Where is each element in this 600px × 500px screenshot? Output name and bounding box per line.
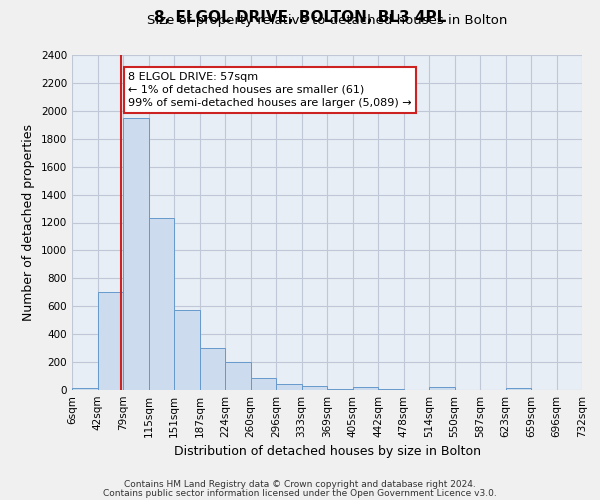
Bar	[149, 218, 174, 390]
Bar	[505, 388, 531, 390]
Bar	[174, 310, 199, 390]
Bar	[123, 118, 149, 390]
Bar	[276, 384, 302, 390]
Bar	[429, 387, 455, 390]
Bar	[378, 388, 404, 390]
Title: Size of property relative to detached houses in Bolton: Size of property relative to detached ho…	[147, 14, 507, 28]
Bar	[72, 388, 97, 390]
Bar	[97, 292, 123, 390]
Bar	[302, 386, 327, 390]
Y-axis label: Number of detached properties: Number of detached properties	[22, 124, 35, 321]
Text: 8, ELGOL DRIVE, BOLTON, BL3 4PL: 8, ELGOL DRIVE, BOLTON, BL3 4PL	[154, 10, 446, 25]
Text: 8 ELGOL DRIVE: 57sqm
← 1% of detached houses are smaller (61)
99% of semi-detach: 8 ELGOL DRIVE: 57sqm ← 1% of detached ho…	[128, 72, 412, 108]
Bar	[353, 386, 378, 390]
Text: Contains HM Land Registry data © Crown copyright and database right 2024.: Contains HM Land Registry data © Crown c…	[124, 480, 476, 489]
Bar	[199, 348, 225, 390]
Text: Contains public sector information licensed under the Open Government Licence v3: Contains public sector information licen…	[103, 488, 497, 498]
Bar	[251, 378, 276, 390]
Bar	[225, 362, 251, 390]
X-axis label: Distribution of detached houses by size in Bolton: Distribution of detached houses by size …	[173, 446, 481, 458]
Bar	[327, 388, 353, 390]
